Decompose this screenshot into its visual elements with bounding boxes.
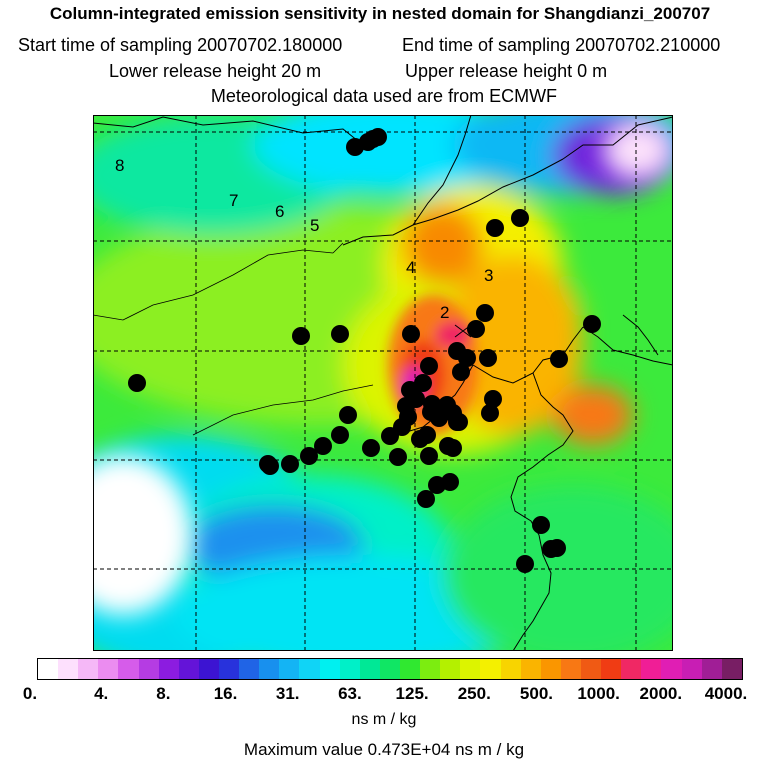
color-swatch (58, 659, 79, 679)
color-scale-label: 250. (457, 684, 491, 703)
color-swatch (440, 659, 461, 679)
color-scale-label: 1000. (577, 684, 620, 703)
color-swatch (138, 659, 159, 679)
color-scale-label: 500. (519, 684, 553, 703)
color-scale-label: 4000. (704, 684, 748, 703)
color-swatch (259, 659, 280, 679)
color-swatch (158, 659, 179, 679)
trajectory-label-5: 5 (310, 216, 319, 235)
color-swatch (399, 659, 421, 679)
trajectory-labels: 8 7 6 5 4 3 2 (115, 156, 493, 322)
map-title: Column-integrated emission sensitivity i… (49, 4, 711, 23)
color-scale-label: 31. (275, 684, 300, 703)
color-swatch (560, 659, 581, 679)
color-scale-label: 125. (395, 684, 429, 703)
color-swatch (420, 659, 441, 679)
color-scale-label: 63. (338, 684, 362, 703)
color-swatch (38, 659, 59, 679)
color-swatch (178, 659, 199, 679)
trajectory-label-2: 2 (440, 303, 449, 322)
color-swatch (379, 659, 400, 679)
color-swatch (460, 659, 481, 679)
color-swatch (339, 659, 360, 679)
color-swatch (98, 659, 119, 679)
color-swatch (78, 659, 99, 679)
color-scale-label: 8. (156, 684, 171, 703)
units-label: ns m / kg (351, 711, 417, 728)
color-swatch (198, 659, 219, 679)
particle-markers (128, 128, 601, 573)
color-swatch (601, 659, 622, 679)
color-scale-label: 16. (213, 684, 238, 703)
color-swatch (661, 659, 682, 679)
color-swatch (218, 659, 240, 679)
trajectory-label-6: 6 (275, 202, 284, 221)
trajectory-label-7: 7 (229, 191, 238, 210)
color-scale-label: 4. (94, 684, 109, 703)
color-swatch (118, 659, 139, 679)
color-swatch (299, 659, 320, 679)
color-scale-bar (37, 658, 743, 680)
coastlines (93, 115, 673, 651)
color-swatch (520, 659, 541, 679)
color-swatch (701, 659, 722, 679)
color-scale-label: 2000. (639, 684, 683, 703)
release-site-marker (454, 324, 472, 338)
color-swatch (319, 659, 340, 679)
color-swatch (239, 659, 260, 679)
trajectory-label-4: 4 (406, 258, 415, 277)
color-swatch (580, 659, 602, 679)
color-swatch (480, 659, 501, 679)
sensitivity-field (93, 115, 673, 651)
lower-release-height-text: Lower release height 20 m (109, 61, 322, 81)
color-swatch (359, 659, 380, 679)
color-swatch (621, 659, 642, 679)
upper-release-height-text: Upper release height 0 m (405, 61, 608, 81)
trajectory-label-8: 8 (115, 156, 124, 175)
emission-sensitivity-map: 8 7 6 5 4 3 2 (93, 115, 673, 651)
color-scale-label: 0. (22, 684, 38, 703)
border-lines (93, 242, 374, 436)
color-swatch (681, 659, 702, 679)
sampling-end-text: End time of sampling 20070702.210000 (402, 35, 721, 55)
color-swatch (540, 659, 561, 679)
color-swatch (721, 659, 742, 679)
meteo-source-text: Meteorological data used are from ECMWF (210, 86, 558, 106)
color-swatch (641, 659, 662, 679)
sampling-start-text: Start time of sampling 20070702.180000 (18, 35, 343, 55)
trajectory-label-3: 3 (484, 266, 493, 285)
color-swatch (279, 659, 300, 679)
maximum-value-text: Maximum value 0.473E+04 ns m / kg (243, 740, 525, 759)
color-swatch (500, 659, 521, 679)
